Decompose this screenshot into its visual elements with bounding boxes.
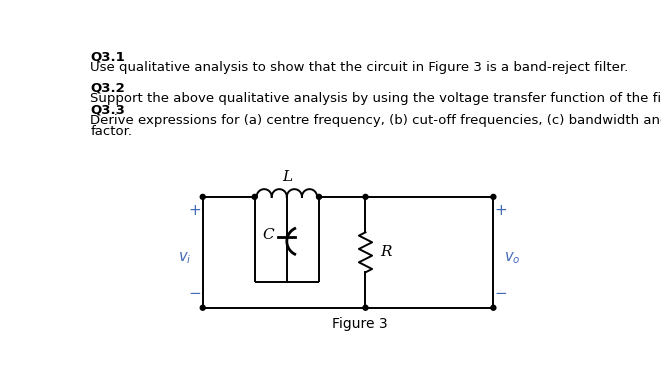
Circle shape: [317, 194, 321, 199]
Text: $v_i$: $v_i$: [178, 250, 192, 266]
Circle shape: [491, 194, 496, 199]
Text: −: −: [188, 286, 202, 302]
Circle shape: [200, 305, 205, 310]
Text: Q3.1: Q3.1: [91, 51, 125, 64]
Text: Derive expressions for (a) centre frequency, (b) cut-off frequencies, (c) bandwi: Derive expressions for (a) centre freque…: [91, 114, 661, 128]
Text: R: R: [380, 245, 391, 259]
Circle shape: [253, 194, 257, 199]
Circle shape: [363, 194, 368, 199]
Text: factor.: factor.: [91, 125, 132, 138]
Circle shape: [491, 305, 496, 310]
Text: Q3.3: Q3.3: [91, 104, 125, 117]
Text: Figure 3: Figure 3: [332, 317, 387, 331]
Text: Support the above qualitative analysis by using the voltage transfer function of: Support the above qualitative analysis b…: [91, 92, 661, 105]
Circle shape: [200, 194, 205, 199]
Text: L: L: [282, 170, 292, 184]
Text: Use qualitative analysis to show that the circuit in Figure 3 is a band-reject f: Use qualitative analysis to show that th…: [91, 61, 629, 74]
Text: C: C: [262, 228, 274, 242]
Circle shape: [363, 305, 368, 310]
Text: $v_o$: $v_o$: [504, 250, 521, 266]
Text: −: −: [494, 286, 508, 302]
Text: +: +: [188, 203, 202, 218]
Text: +: +: [494, 203, 508, 218]
Text: Q3.2: Q3.2: [91, 81, 125, 94]
